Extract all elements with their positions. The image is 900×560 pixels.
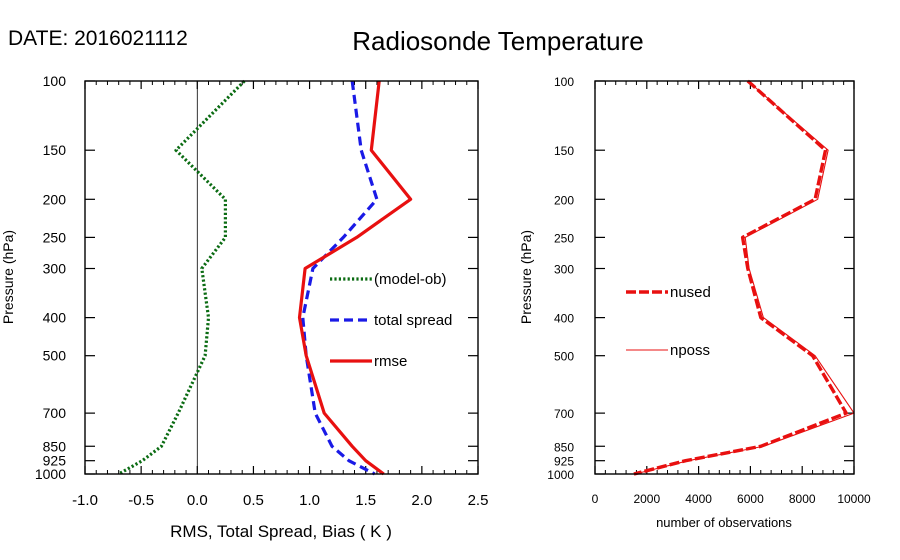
x-tick-label: 1.5 xyxy=(355,492,376,509)
x-tick-label: 10000 xyxy=(837,492,871,506)
right-axis-ticks xyxy=(594,80,855,475)
legend-label: (model-ob) xyxy=(374,271,447,288)
x-tick-label: 2.5 xyxy=(468,492,489,509)
y-tick-label: 150 xyxy=(43,142,67,158)
x-tick-label: 2.0 xyxy=(411,492,432,509)
x-tick-label: 8000 xyxy=(789,492,816,506)
x-tick-label: 6000 xyxy=(737,492,764,506)
date-label: DATE: 2016021112 xyxy=(8,27,188,50)
right-x-axis-label: number of observations xyxy=(656,515,792,530)
left-y-axis-label: Pressure (hPa) xyxy=(0,230,16,324)
y-tick-label: 400 xyxy=(43,310,67,326)
left-plot-frame xyxy=(84,80,479,475)
right-tick-labels: 0 2000 4000 6000 8000 10000 100 150 200 250 300 400… xyxy=(547,75,871,506)
x-tick-label: 0.5 xyxy=(243,492,264,509)
y-tick-label: 200 xyxy=(554,193,574,207)
series-line-rmse xyxy=(297,80,413,476)
left-x-axis-label: RMS, Total Spread, Bias ( K ) xyxy=(170,522,392,541)
legend-label: rmse xyxy=(374,353,407,370)
y-tick-label: 1000 xyxy=(35,466,66,482)
y-tick-label: 850 xyxy=(43,438,67,454)
left-panel: -1.0 -0.5 0.0 0.5 1.0 1.5 2.0 2.5 100 150 200 250 30… xyxy=(0,73,488,541)
x-tick-label: -0.5 xyxy=(128,492,154,509)
series-line-nused xyxy=(633,79,848,476)
y-tick-label: 1000 xyxy=(547,468,574,482)
x-tick-label: -1.0 xyxy=(72,492,98,509)
y-tick-label: 850 xyxy=(554,440,574,454)
y-tick-label: 500 xyxy=(554,350,574,364)
x-tick-label: 4000 xyxy=(685,492,712,506)
x-tick-label: 2000 xyxy=(633,492,660,506)
y-tick-label: 925 xyxy=(554,455,574,469)
right-legend: nused nposs xyxy=(626,284,711,359)
series-line-model-ob xyxy=(117,79,246,476)
left-series-lines xyxy=(117,79,413,476)
right-plot-frame xyxy=(594,80,855,475)
right-series-lines xyxy=(633,79,855,476)
y-tick-label: 500 xyxy=(43,348,67,364)
legend-label: total spread xyxy=(374,312,452,329)
y-tick-label: 300 xyxy=(554,263,574,277)
right-panel: 0 2000 4000 6000 8000 10000 100 150 200 250 300 400… xyxy=(518,75,871,530)
y-tick-label: 925 xyxy=(43,453,67,469)
y-tick-label: 250 xyxy=(43,229,67,245)
chart-title: Radiosonde Temperature xyxy=(352,26,643,56)
legend-label: nposs xyxy=(670,342,710,359)
y-tick-label: 700 xyxy=(554,407,574,421)
right-y-axis-label: Pressure (hPa) xyxy=(518,230,534,324)
x-tick-label: 0 xyxy=(592,492,599,506)
y-tick-label: 100 xyxy=(554,75,574,89)
y-tick-label: 300 xyxy=(43,261,67,277)
series-line-total-spread xyxy=(301,80,379,476)
y-tick-label: 200 xyxy=(43,191,67,207)
left-tick-labels: -1.0 -0.5 0.0 0.5 1.0 1.5 2.0 2.5 100 150 200 250 30… xyxy=(35,73,489,509)
series-line-nposs xyxy=(634,80,855,475)
x-tick-label: 1.0 xyxy=(299,492,320,509)
y-tick-label: 100 xyxy=(43,73,67,89)
y-tick-label: 150 xyxy=(554,144,574,158)
y-tick-label: 400 xyxy=(554,312,574,326)
y-tick-label: 700 xyxy=(43,405,67,421)
legend-label: nused xyxy=(670,284,711,301)
left-legend: (model-ob) total spread rmse xyxy=(330,271,452,370)
x-tick-label: 0.0 xyxy=(187,492,208,509)
y-tick-label: 250 xyxy=(554,231,574,245)
